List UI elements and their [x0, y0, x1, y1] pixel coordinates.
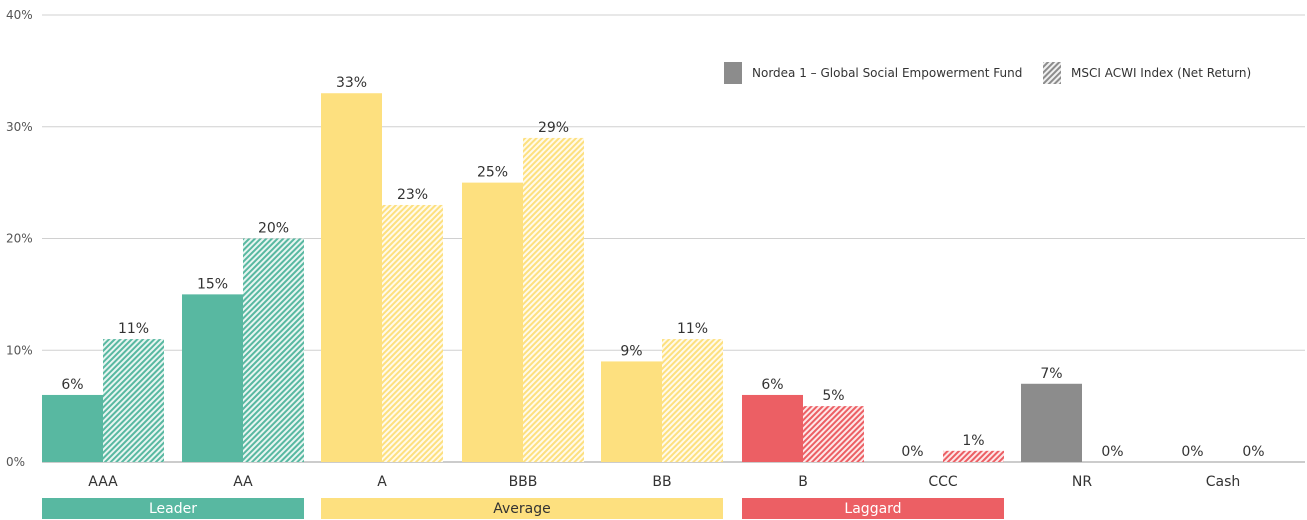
y-tick-label: 10% — [6, 343, 33, 357]
benchmark-bar-aaa — [103, 339, 164, 462]
fund-bar-b — [742, 394, 803, 462]
benchmark-bar-aa — [243, 238, 304, 462]
category-label: BB — [652, 474, 671, 490]
benchmark-bar-ccc — [943, 450, 1004, 462]
data-label: 5% — [822, 388, 844, 404]
group-band-label: Leader — [149, 501, 197, 517]
y-tick-label: 40% — [6, 8, 33, 22]
data-label: 23% — [397, 187, 428, 203]
fund-bar-bb — [601, 361, 662, 462]
fund-bar-bbb — [462, 182, 523, 462]
category-label: A — [377, 474, 387, 490]
group-band-laggard — [742, 498, 1004, 519]
fund-bar-aa — [182, 294, 243, 462]
group-band-label: Average — [493, 501, 551, 517]
y-tick-label: 20% — [6, 232, 33, 246]
data-label: 15% — [197, 276, 228, 292]
data-label: 1% — [962, 433, 984, 449]
data-label: 6% — [761, 377, 783, 393]
group-band-leader — [42, 498, 304, 519]
group-band-average — [321, 498, 723, 519]
data-label: 0% — [1242, 444, 1264, 460]
y-tick-label: 0% — [6, 455, 25, 469]
data-label: 11% — [677, 321, 708, 337]
legend-label: MSCI ACWI Index (Net Return) — [1071, 66, 1251, 80]
group-band-label: Laggard — [844, 501, 901, 517]
data-label: 0% — [901, 444, 923, 460]
legend-swatch-fund — [724, 62, 742, 84]
legend-swatch-benchmark — [1043, 62, 1061, 84]
data-label: 25% — [477, 165, 508, 181]
benchmark-bar-bb — [662, 339, 723, 462]
fund-bar-aaa — [42, 394, 103, 462]
fund-bar-nr — [1021, 383, 1082, 462]
fund-bar-a — [321, 93, 382, 462]
data-label: 29% — [538, 120, 569, 136]
y-tick-label: 30% — [6, 120, 33, 134]
data-label: 7% — [1040, 366, 1062, 382]
data-label: 0% — [1101, 444, 1123, 460]
data-label: 9% — [620, 343, 642, 359]
legend-label: Nordea 1 – Global Social Empowerment Fun… — [752, 66, 1022, 80]
data-label: 11% — [118, 321, 149, 337]
category-label: AAA — [88, 474, 118, 490]
category-label: Cash — [1206, 474, 1241, 490]
category-label: BBB — [509, 474, 538, 490]
benchmark-bar-a — [382, 204, 443, 462]
data-label: 33% — [336, 75, 367, 91]
benchmark-bar-b — [803, 406, 864, 462]
category-label: CCC — [928, 474, 958, 490]
benchmark-bar-bbb — [523, 137, 584, 463]
category-label: AA — [233, 474, 253, 490]
category-label: B — [798, 474, 808, 490]
category-label: NR — [1072, 474, 1092, 490]
data-label: 0% — [1181, 444, 1203, 460]
data-label: 6% — [61, 377, 83, 393]
data-label: 20% — [258, 221, 289, 237]
